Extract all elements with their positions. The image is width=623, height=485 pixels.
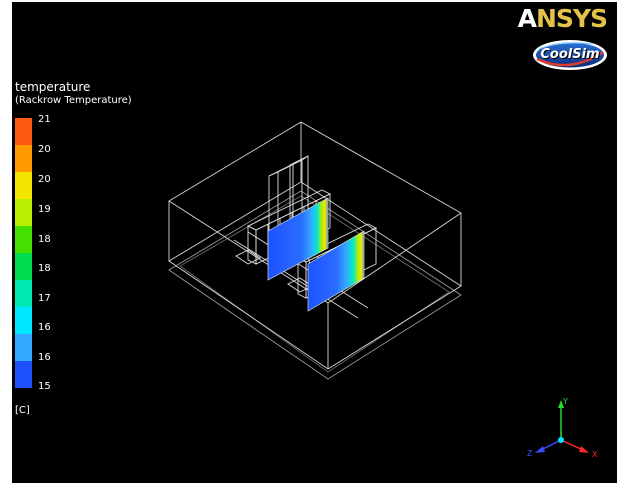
x-axis-label: X xyxy=(592,450,598,459)
legend-swatch xyxy=(15,199,32,226)
legend-units: [C] xyxy=(15,405,30,416)
ansys-logo-rest: NSYS xyxy=(535,4,608,33)
legend-tick-label: 18 xyxy=(38,234,51,245)
legend-swatch xyxy=(15,118,32,145)
legend-tick-label: 15 xyxy=(38,381,51,392)
orientation-triad[interactable]: Y X Z xyxy=(527,394,607,464)
y-axis-label: Y xyxy=(562,397,568,406)
contour-plane-row-1 xyxy=(268,198,328,280)
legend-tick-label: 18 xyxy=(38,263,51,274)
legend-tick-label: 16 xyxy=(38,352,51,363)
model-scene[interactable] xyxy=(12,2,617,483)
legend-swatch xyxy=(15,253,32,280)
legend-swatch xyxy=(15,334,32,361)
z-axis-label: Z xyxy=(527,449,533,458)
coolsim-logo-badge xyxy=(533,40,607,70)
legend-swatch xyxy=(15,361,32,388)
x-axis-arrow xyxy=(579,446,589,453)
color-legend-bar xyxy=(15,118,32,388)
legend-tick-label: 20 xyxy=(38,144,51,155)
legend-title: temperature xyxy=(15,80,91,94)
z-axis-line xyxy=(540,439,562,451)
legend-swatch xyxy=(15,226,32,253)
triad-origin xyxy=(558,437,564,443)
legend-tick-label: 20 xyxy=(38,174,51,185)
legend-swatch xyxy=(15,307,32,334)
legend-tick-label: 16 xyxy=(38,322,51,333)
ansys-logo: ANSYS xyxy=(517,4,608,33)
rack-front-edges xyxy=(267,197,365,312)
coolsim-logo-text: CoolSim xyxy=(540,47,600,62)
x-axis-line xyxy=(560,439,584,451)
coolsim-logo: CoolSim xyxy=(531,38,609,72)
legend-subtitle: (Rackrow Temperature) xyxy=(15,95,132,106)
z-axis-arrow xyxy=(535,446,545,453)
legend-tick-label: 17 xyxy=(38,293,51,304)
contour-plane-row-2 xyxy=(308,231,364,311)
legend-tick-label: 21 xyxy=(38,114,51,125)
graphics-viewport[interactable]: ANSYS CoolSim temperature (Rackrow Tempe… xyxy=(12,2,617,483)
ansys-logo-a: A xyxy=(517,4,537,33)
legend-tick-label: 19 xyxy=(38,204,51,215)
y-axis-arrow xyxy=(558,400,564,408)
legend-swatch xyxy=(15,172,32,199)
legend-swatch xyxy=(15,280,32,307)
legend-swatch xyxy=(15,145,32,172)
